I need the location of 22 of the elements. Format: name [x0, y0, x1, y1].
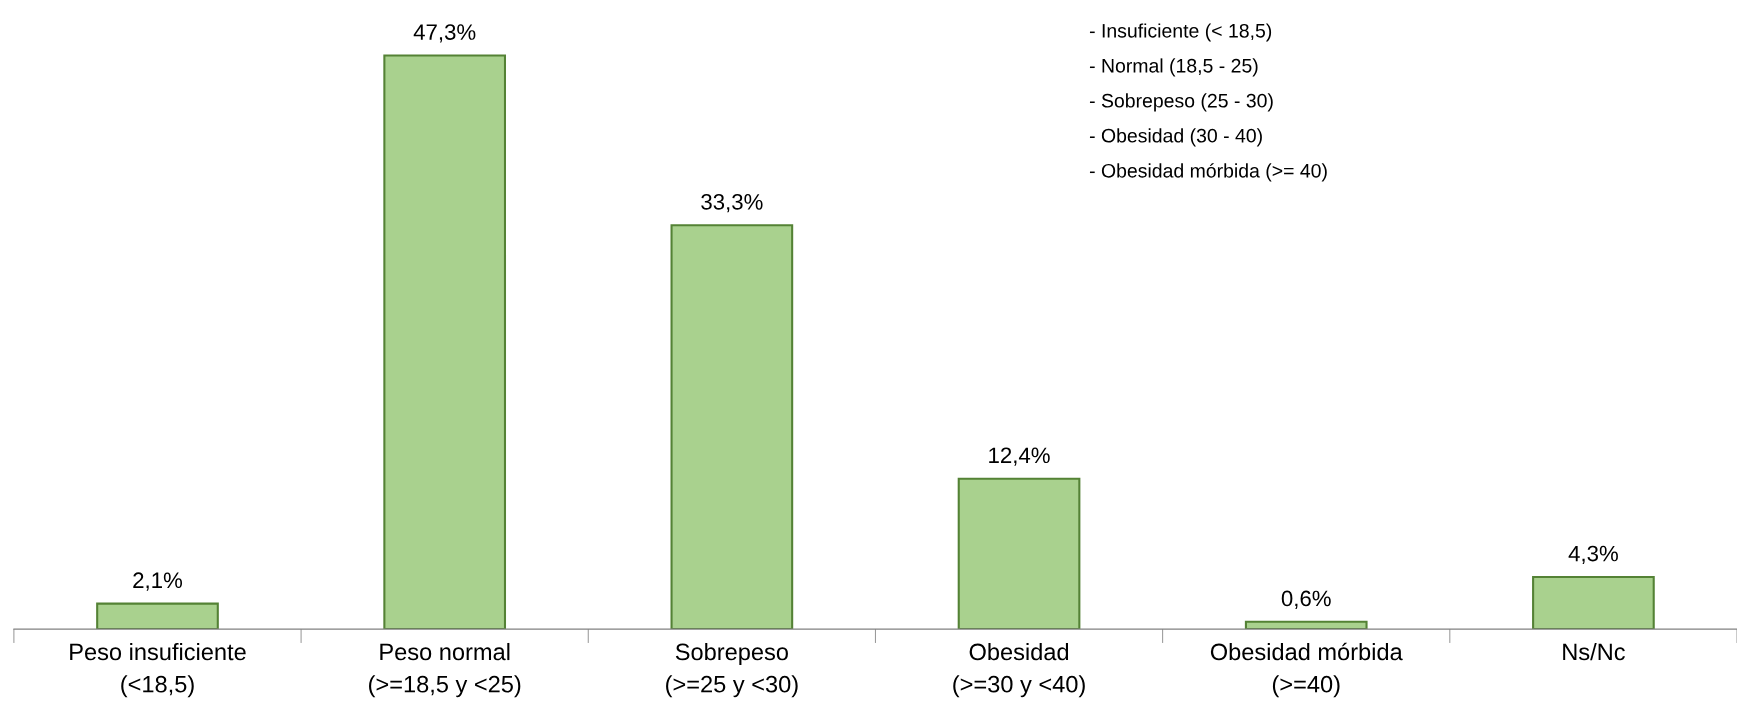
bar [96, 602, 219, 630]
bar [957, 477, 1081, 630]
annotation: - Sobrepeso (25 - 30) [1089, 93, 1273, 112]
bar [1532, 575, 1655, 630]
annotation: - Obesidad mórbida (>= 40) [1089, 163, 1327, 182]
data-label: 0,6% [1281, 590, 1331, 609]
x-tick-label: Peso insuficiente (<18,5) [70, 642, 246, 698]
annotation: - Normal (18,5 - 25) [1089, 58, 1258, 77]
x-tick-label: Obesidad mórbida (>=40) [1210, 642, 1403, 698]
data-label: 12,4% [989, 447, 1050, 466]
bar [670, 224, 794, 630]
data-label: 4,3% [1568, 545, 1618, 565]
x-tick-label: Sobrepeso (>=25 y <30) [666, 642, 798, 698]
x-tick-label: Peso normal (>=18,5 y <25) [369, 642, 521, 698]
bar [383, 54, 507, 630]
data-label: 33,3% [701, 194, 763, 213]
x-tick-label: Ns/Nc [1563, 642, 1625, 661]
x-tick-label: Obesidad (>=30 y <40) [953, 642, 1085, 698]
annotation: - Obesidad (30 - 40) [1089, 128, 1262, 147]
data-label: 2,1% [133, 572, 183, 591]
data-label: 47,3% [413, 24, 476, 43]
text: - Insuficiente (< 18,5) [1089, 23, 1272, 42]
